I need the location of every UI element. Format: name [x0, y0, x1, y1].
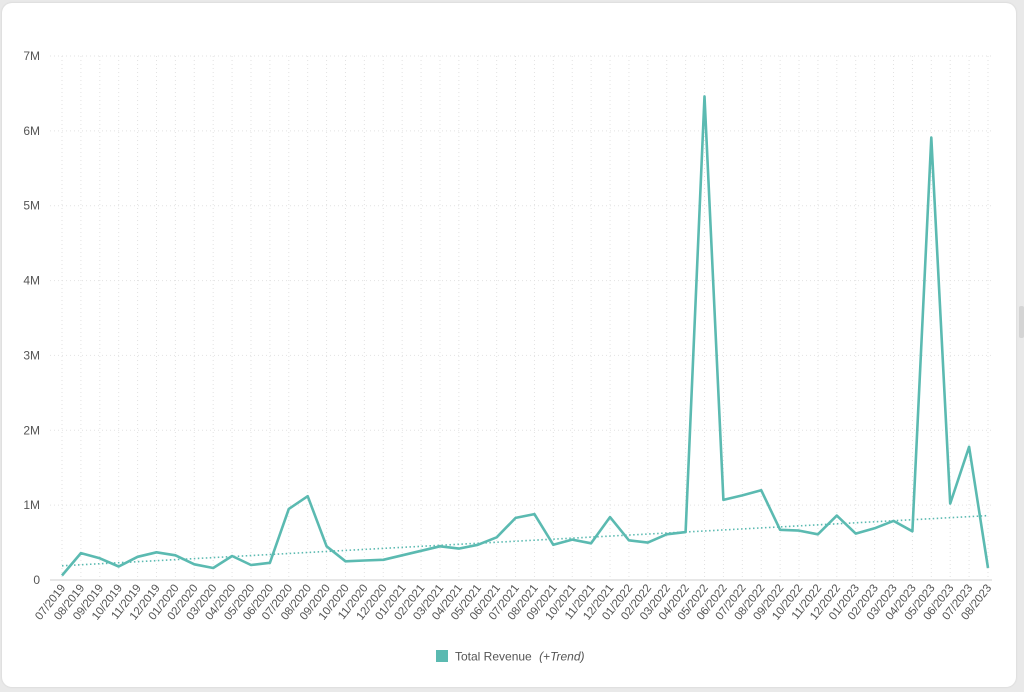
y-tick-label: 0 [33, 573, 40, 587]
legend[interactable]: Total Revenue (+Trend) [436, 650, 585, 664]
legend-label: Total Revenue (+Trend) [455, 650, 585, 664]
y-tick-label: 1M [23, 498, 40, 512]
y-tick-label: 4M [23, 274, 40, 288]
chart-card [2, 3, 1016, 687]
y-axis-ticks: 0 1M 2M 3M 4M 5M 6M 7M [23, 49, 40, 587]
y-tick-label: 7M [23, 49, 40, 63]
scrollbar-handle[interactable] [1019, 306, 1024, 338]
grid-lines [50, 55, 992, 581]
trend-line [61, 514, 989, 567]
legend-swatch [436, 650, 448, 662]
y-tick-label: 2M [23, 423, 40, 437]
x-axis-ticks: 07/201908/201909/201910/201911/201912/20… [33, 582, 994, 622]
y-tick-label: 3M [23, 348, 40, 362]
y-tick-label: 5M [23, 199, 40, 213]
series-line-total-revenue [61, 95, 990, 577]
y-tick-label: 6M [23, 124, 40, 138]
